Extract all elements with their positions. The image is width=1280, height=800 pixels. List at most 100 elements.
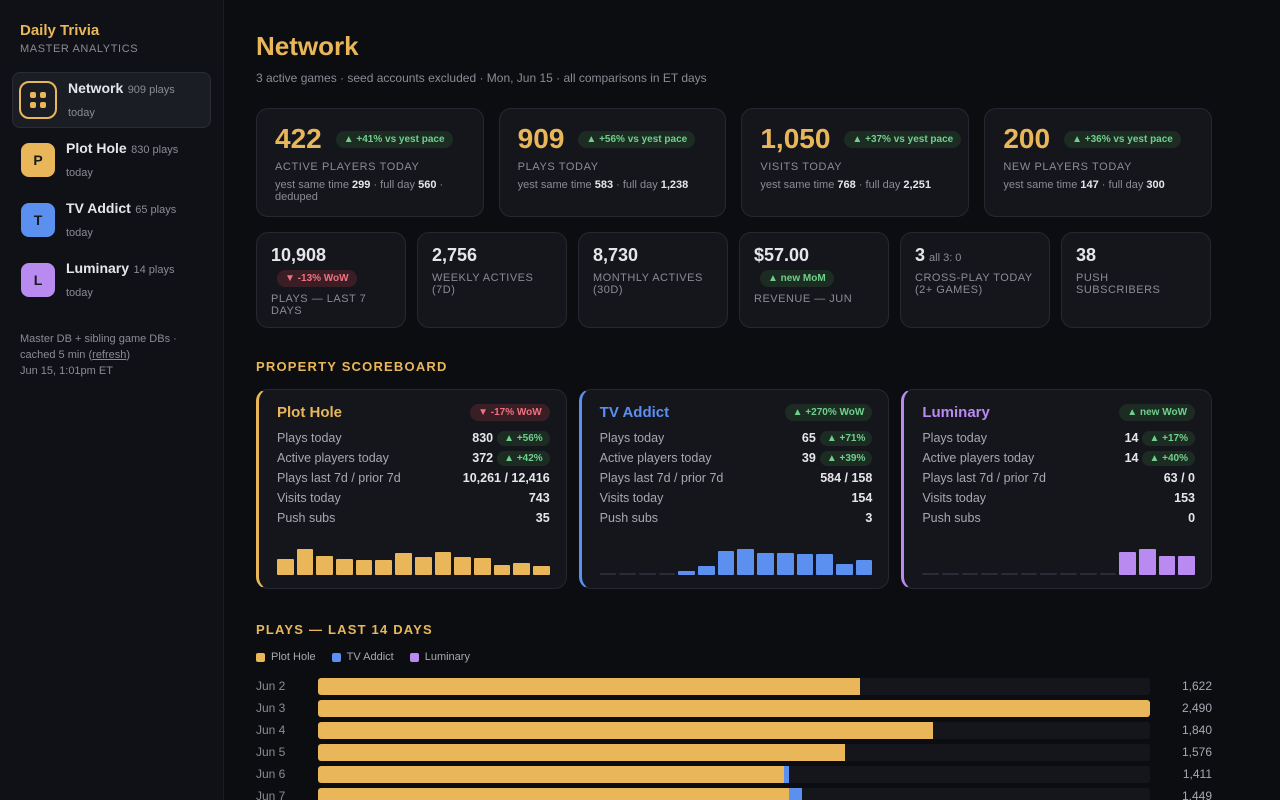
chart-bar-track: [318, 787, 1150, 800]
sparkline-bar: [1099, 573, 1117, 575]
plot-hole-icon: P: [21, 143, 55, 177]
sidebar-item-today: today: [66, 167, 93, 179]
sidebar-item-luminary[interactable]: L Luminary 14 plays today: [12, 252, 211, 308]
brand: Daily Trivia MASTER ANALYTICS: [12, 22, 211, 55]
kpi-value: 200: [1003, 123, 1051, 154]
metric-badge: ▼ -13% WoW: [277, 270, 357, 287]
kpi-value: 422: [275, 123, 322, 154]
sidebar-item-today: today: [68, 107, 95, 119]
sparkline: [922, 547, 1195, 575]
chart-bar-segment: [318, 699, 1150, 717]
sparkline-bar: [698, 566, 715, 575]
chart-bar-segment: [318, 677, 860, 695]
kpi-label: PLAYS TODAY: [517, 161, 599, 173]
brand-title: Daily Trivia: [20, 22, 100, 39]
sparkline-bar: [316, 556, 334, 575]
sparkline-bar: [961, 573, 979, 575]
metric-plays-7d: 10,908 ▼ -13% WoW PLAYS — LAST 7 DAYS: [256, 232, 406, 328]
chart-bar-track: [318, 721, 1150, 739]
metric-label: MONTHLY ACTIVES (30D): [593, 272, 703, 297]
chart-bar-track: [318, 743, 1150, 761]
kpi-label: NEW PLAYERS TODAY: [1003, 161, 1132, 173]
brand-subtitle: MASTER ANALYTICS: [20, 43, 139, 55]
chart-bar-segment: [318, 721, 933, 739]
kpi-value: 909: [517, 123, 565, 154]
metric-badge: ▲ new MoM: [760, 270, 834, 287]
chart-legend: Plot Hole TV Addict Luminary: [256, 651, 1212, 663]
chart-total-label: 1,449: [1181, 789, 1212, 800]
kpi-visits: 1,050 ▲ +37% vs yest pace VISITS TODAY ye…: [741, 108, 970, 217]
tv-addict-icon: T: [21, 203, 55, 237]
scoreboard: Plot Hole ▼ -17% WoW Plays today 830 ▲ +56…: [256, 389, 1213, 589]
refresh-link[interactable]: refresh: [92, 348, 127, 361]
sparkline-bar: [296, 549, 314, 575]
chart-row: Jun 7 1,449: [256, 785, 1212, 800]
metric-weekly-actives: 2,756 WEEKLY ACTIVES (7D): [417, 232, 567, 328]
metric-revenue: $57.00 ▲ new MoM REVENUE — JUN: [739, 232, 889, 328]
footer-source: Master DB + sibling game DBs ·: [20, 333, 177, 345]
sparkline-bar: [1001, 573, 1018, 575]
metric-push-subscribers: 38 PUSH SUBSCRIBERS: [1061, 232, 1211, 328]
chart-total-label: 1,576: [1181, 745, 1212, 759]
sparkline-bar: [1020, 573, 1038, 575]
main-content: Network 3 active games · seed accounts e…: [256, 0, 1213, 800]
sparkline-bar: [414, 557, 432, 575]
sparkline-bar: [473, 558, 491, 575]
metric-value: 3 all 3: 0: [915, 245, 962, 265]
score-card-luminary[interactable]: Luminary ▲ new WoW Plays today 14 ▲ +17% A…: [901, 389, 1213, 589]
footer-timestamp: Jun 15, 1:01pm ET: [20, 364, 113, 377]
kpi-label: ACTIVE PLAYERS TODAY: [275, 161, 420, 173]
chart-bar-segment: [318, 765, 785, 783]
kpi-badge: ▲ +41% vs yest pace: [335, 130, 453, 148]
sparkline-bar: [1040, 573, 1058, 575]
kpi-new-players: 200 ▲ +36% vs yest pace NEW PLAYERS TODAY…: [984, 108, 1213, 217]
sidebar-item-label: Network: [68, 79, 124, 96]
sparkline-bar: [1178, 556, 1195, 575]
metric-cross-play: 3 all 3: 0 CROSS-PLAY TODAY (2+ GAMES): [900, 232, 1050, 328]
sparkline-bar: [619, 573, 637, 575]
score-game-name: Luminary: [922, 404, 990, 421]
sparkline-bar: [816, 554, 833, 575]
chart-row: Jun 6 1,411: [256, 763, 1212, 785]
sidebar-item-plot-hole[interactable]: P Plot Hole 830 plays today: [12, 132, 211, 188]
chart-total-label: 2,490: [1181, 701, 1212, 715]
sidebar-item-count: 14 plays: [133, 263, 175, 276]
luminary-icon: L: [21, 263, 55, 297]
kpi-row: 422 ▲ +41% vs yest pace ACTIVE PLAYERS TO…: [256, 108, 1213, 217]
sparkline-bar: [454, 557, 471, 575]
sidebar-item-count: 830 plays: [131, 143, 179, 156]
score-card-plot-hole[interactable]: Plot Hole ▼ -17% WoW Plays today 830 ▲ +56…: [256, 389, 567, 589]
scoreboard-title: PROPERTY SCOREBOARD: [256, 359, 448, 374]
sparkline-bar: [922, 573, 940, 575]
sparkline-bar: [835, 564, 853, 575]
chart-category-label: Jun 3: [256, 701, 286, 715]
chart-bar-segment: [784, 765, 790, 783]
page-subtitle: 3 active games · seed accounts excluded …: [256, 71, 707, 85]
sidebar-nav: Network 909 plays today P Plot Hole 830 …: [12, 72, 211, 308]
sparkline-bar: [336, 559, 353, 575]
chart-bar-segment: [318, 787, 790, 800]
sidebar-item-network[interactable]: Network 909 plays today: [12, 72, 211, 128]
legend-item: TV Addict: [331, 651, 394, 663]
footer-cache-post: ): [126, 348, 131, 361]
kpi-value: 1,050: [760, 123, 831, 154]
chart-row: Jun 3 2,490: [256, 697, 1212, 719]
sparkline-bar: [434, 552, 452, 575]
sparkline-bar: [599, 573, 617, 575]
sidebar-item-label: TV Addict: [66, 199, 131, 216]
metric-label: PUSH SUBSCRIBERS: [1076, 272, 1161, 297]
score-card-tv-addict[interactable]: TV Addict ▲ +270% WoW Plays today 65 ▲ +71…: [578, 389, 890, 589]
sidebar-item-count: 909 plays: [127, 83, 175, 96]
kpi-footnote: yest same time 583 · full day 1,238: [517, 179, 689, 191]
chart-category-label: Jun 6: [256, 767, 286, 781]
sparkline-bar: [717, 551, 735, 575]
sparkline-bar: [395, 553, 412, 575]
legend-swatch: [409, 652, 419, 662]
sparkline-bar: [1138, 549, 1156, 575]
kpi-badge: ▲ +56% vs yest pace: [578, 130, 696, 148]
sidebar-item-today: today: [66, 227, 93, 239]
chart-title: PLAYS — LAST 14 DAYS: [256, 622, 433, 637]
sparkline-bar: [1119, 552, 1136, 575]
sidebar-item-tv-addict[interactable]: T TV Addict 65 plays today: [12, 192, 211, 248]
chart-row: Jun 2 1,622: [256, 675, 1212, 697]
